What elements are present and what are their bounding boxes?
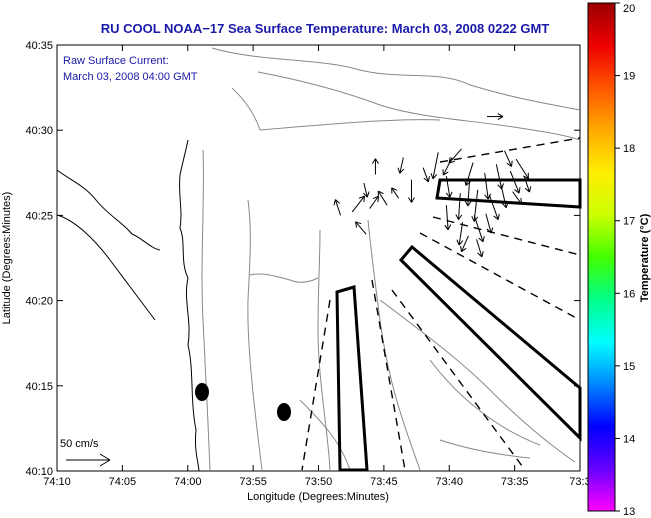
x-tick-label: 73:40 — [435, 476, 463, 488]
current-vector — [372, 158, 379, 175]
y-axis-label: Latitude (Degrees:Minutes) — [1, 192, 13, 325]
x-tick-label: 73:50 — [305, 476, 333, 488]
current-vector — [430, 152, 439, 180]
x-tick-label: 73:55 — [239, 476, 267, 488]
current-vector — [464, 179, 472, 207]
current-vector — [391, 187, 400, 199]
current-vector — [488, 194, 500, 220]
y-tick-label: 40:20 — [25, 296, 53, 308]
station-dot-2 — [277, 403, 291, 421]
current-vector — [473, 215, 485, 243]
current-vector — [445, 176, 453, 198]
current-vector — [455, 193, 463, 220]
colorbar-tick-label: 15 — [623, 361, 635, 373]
current-vector — [503, 150, 513, 167]
colorbar-tick-label: 16 — [623, 288, 635, 300]
colorbar-tick-label: 18 — [623, 143, 635, 155]
current-vector — [377, 190, 388, 206]
y-tick-label: 40:30 — [25, 125, 53, 137]
x-tick-label: 74:00 — [174, 476, 202, 488]
y-tick-label: 40:35 — [25, 40, 53, 52]
x-axis-ticks: 74:10 74:05 74:00 73:55 73:50 73:45 73:40 73:35… — [43, 45, 591, 488]
current-vector — [509, 170, 521, 194]
colorbar — [587, 2, 616, 512]
bathymetry-contours — [201, 47, 581, 471]
current-vector — [444, 205, 452, 231]
colorbar-ticks: 20 19 18 17 16 15 14 13 — [615, 2, 635, 518]
x-tick-label: 73:3 — [569, 476, 590, 488]
current-vector — [484, 172, 491, 200]
current-vector — [460, 235, 469, 253]
chart-title: RU COOL NOAA−17 Sea Surface Temperature:… — [101, 21, 550, 36]
scale-arrow — [66, 453, 111, 467]
y-tick-label: 40:10 — [25, 466, 53, 478]
current-vector — [485, 213, 494, 234]
current-vector — [333, 199, 342, 216]
y-tick-label: 40:15 — [25, 381, 53, 393]
subtitle-line-1: Raw Surface Current: — [63, 55, 169, 67]
current-vector — [512, 191, 522, 205]
current-vector — [476, 239, 484, 258]
plot-frame — [56, 44, 581, 472]
current-vector — [362, 182, 370, 198]
current-vector — [369, 195, 379, 209]
sector-lines — [301, 137, 581, 471]
colorbar-tick-label: 13 — [623, 506, 635, 518]
subtitle-line-2: March 03, 2008 04:00 GMT — [63, 71, 198, 83]
y-axis-ticks: 40:35 40:30 40:25 40:20 40:15 40:10 — [25, 40, 580, 478]
coastline — [179, 139, 200, 472]
colorbar-tick-label: 14 — [623, 433, 635, 445]
bay-outline-2 — [56, 214, 156, 321]
current-vector — [487, 113, 504, 120]
colorbar-tick-label: 17 — [623, 216, 635, 228]
colorbar-tick-label: 20 — [623, 3, 635, 15]
current-vector — [351, 195, 366, 213]
shipping-channels — [335, 178, 582, 472]
current-vector — [397, 157, 405, 174]
current-vectors — [333, 113, 532, 258]
station-dot-1 — [195, 383, 209, 401]
x-axis-label: Longitude (Degrees:Minutes) — [247, 491, 389, 503]
x-tick-label: 73:45 — [370, 476, 398, 488]
current-vector — [408, 179, 415, 203]
current-vector — [523, 176, 532, 193]
colorbar-label: Temperature (°C) — [639, 213, 651, 302]
colorbar-tick-label: 19 — [623, 71, 635, 83]
current-vector — [456, 222, 464, 246]
scale-label: 50 cm/s — [60, 438, 99, 450]
y-tick-label: 40:25 — [25, 210, 53, 222]
x-tick-label: 74:10 — [43, 476, 71, 488]
current-vector — [442, 157, 453, 176]
current-vector — [422, 167, 430, 183]
current-vector — [500, 184, 509, 208]
x-tick-label: 73:35 — [501, 476, 529, 488]
bay-outline — [56, 169, 161, 251]
current-vector — [355, 221, 367, 235]
x-tick-label: 74:05 — [109, 476, 137, 488]
